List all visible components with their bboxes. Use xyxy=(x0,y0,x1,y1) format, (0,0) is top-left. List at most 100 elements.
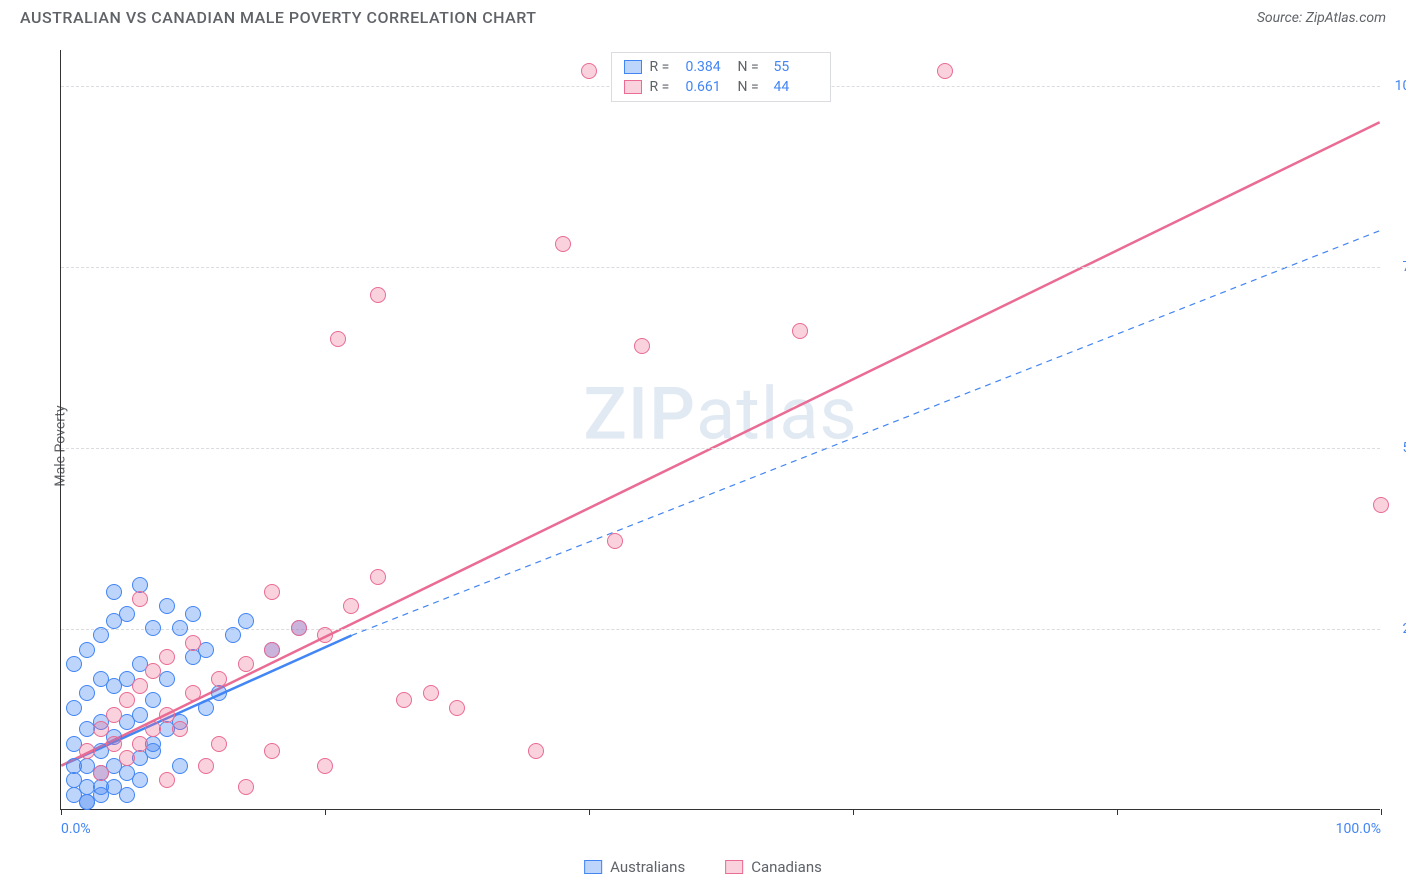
data-point xyxy=(291,620,307,636)
data-point xyxy=(937,63,953,79)
gridline xyxy=(61,267,1380,268)
data-point xyxy=(119,692,135,708)
data-point xyxy=(132,772,148,788)
data-point xyxy=(264,584,280,600)
data-point xyxy=(172,620,188,636)
gridline xyxy=(61,448,1380,449)
data-point xyxy=(225,627,241,643)
correlation-legend: R =0.384N =55R =0.661N =44 xyxy=(611,52,831,102)
data-point xyxy=(79,794,95,810)
data-point xyxy=(198,758,214,774)
x-tick xyxy=(61,809,62,815)
data-point xyxy=(172,721,188,737)
x-tick xyxy=(589,809,590,815)
data-point xyxy=(317,627,333,643)
r-value: 0.384 xyxy=(686,59,730,75)
data-point xyxy=(119,750,135,766)
data-point xyxy=(93,721,109,737)
data-point xyxy=(172,758,188,774)
data-point xyxy=(145,692,161,708)
data-point xyxy=(211,685,227,701)
x-tick-label: 100.0% xyxy=(1336,821,1381,837)
data-point xyxy=(79,642,95,658)
data-point xyxy=(119,606,135,622)
y-tick-label: 50.0% xyxy=(1402,440,1406,456)
data-point xyxy=(343,598,359,614)
data-point xyxy=(159,772,175,788)
x-tick xyxy=(1117,809,1118,815)
data-point xyxy=(106,736,122,752)
header: AUSTRALIAN VS CANADIAN MALE POVERTY CORR… xyxy=(0,0,1406,31)
data-point xyxy=(211,736,227,752)
data-point xyxy=(370,569,386,585)
series-legend-label: Canadians xyxy=(751,858,822,876)
n-value: 44 xyxy=(774,79,818,95)
data-point xyxy=(145,721,161,737)
data-point xyxy=(198,700,214,716)
data-point xyxy=(264,642,280,658)
series-legend-item: Canadians xyxy=(725,858,822,876)
data-point xyxy=(581,63,597,79)
watermark-zip: ZIP xyxy=(583,372,696,457)
series-legend: Australians Canadians xyxy=(584,858,822,876)
legend-swatch xyxy=(584,860,602,874)
data-point xyxy=(238,613,254,629)
data-point xyxy=(119,787,135,803)
data-point xyxy=(106,584,122,600)
series-legend-item: Australians xyxy=(584,858,685,876)
legend-swatch xyxy=(725,860,743,874)
source-label: Source: ZipAtlas.com xyxy=(1257,10,1386,26)
data-point xyxy=(93,765,109,781)
data-point xyxy=(66,700,82,716)
data-point xyxy=(159,598,175,614)
plot-area: ZIPatlas R =0.384N =55R =0.661N =44 25.0… xyxy=(60,50,1380,810)
legend-swatch xyxy=(624,80,642,94)
data-point xyxy=(132,678,148,694)
data-point xyxy=(264,743,280,759)
data-point xyxy=(93,779,109,795)
series-legend-label: Australians xyxy=(610,858,685,876)
data-point xyxy=(79,685,95,701)
data-point xyxy=(145,620,161,636)
data-point xyxy=(528,743,544,759)
data-point xyxy=(66,656,82,672)
trend-line xyxy=(61,122,1379,765)
x-tick xyxy=(853,809,854,815)
trend-lines-layer xyxy=(61,50,1380,809)
chart-container: AUSTRALIAN VS CANADIAN MALE POVERTY CORR… xyxy=(0,0,1406,892)
y-tick-label: 25.0% xyxy=(1402,621,1406,637)
correlation-legend-row: R = 0.661 N = 44 xyxy=(624,77,818,97)
n-label: N = xyxy=(738,79,766,95)
data-point xyxy=(106,707,122,723)
x-tick-label: 0.0% xyxy=(61,821,91,837)
data-point xyxy=(330,331,346,347)
data-point xyxy=(145,663,161,679)
data-point xyxy=(211,671,227,687)
data-point xyxy=(159,707,175,723)
watermark-atlas: atlas xyxy=(696,372,858,457)
x-tick xyxy=(325,809,326,815)
data-point xyxy=(185,606,201,622)
y-tick-label: 75.0% xyxy=(1402,259,1406,275)
data-point xyxy=(396,692,412,708)
data-point xyxy=(238,656,254,672)
data-point xyxy=(238,779,254,795)
data-point xyxy=(185,635,201,651)
data-point xyxy=(370,287,386,303)
chart-title: AUSTRALIAN VS CANADIAN MALE POVERTY CORR… xyxy=(20,8,537,27)
n-label: N = xyxy=(738,59,766,75)
data-point xyxy=(317,758,333,774)
r-value: 0.661 xyxy=(686,79,730,95)
data-point xyxy=(449,700,465,716)
data-point xyxy=(93,627,109,643)
x-tick xyxy=(1381,809,1382,815)
data-point xyxy=(185,685,201,701)
r-label: R = xyxy=(650,79,678,95)
data-point xyxy=(634,338,650,354)
data-point xyxy=(1373,497,1389,513)
r-label: R = xyxy=(650,59,678,75)
data-point xyxy=(132,707,148,723)
correlation-legend-row: R =0.384N =55 xyxy=(624,57,818,77)
data-point xyxy=(132,591,148,607)
gridline xyxy=(61,629,1380,630)
